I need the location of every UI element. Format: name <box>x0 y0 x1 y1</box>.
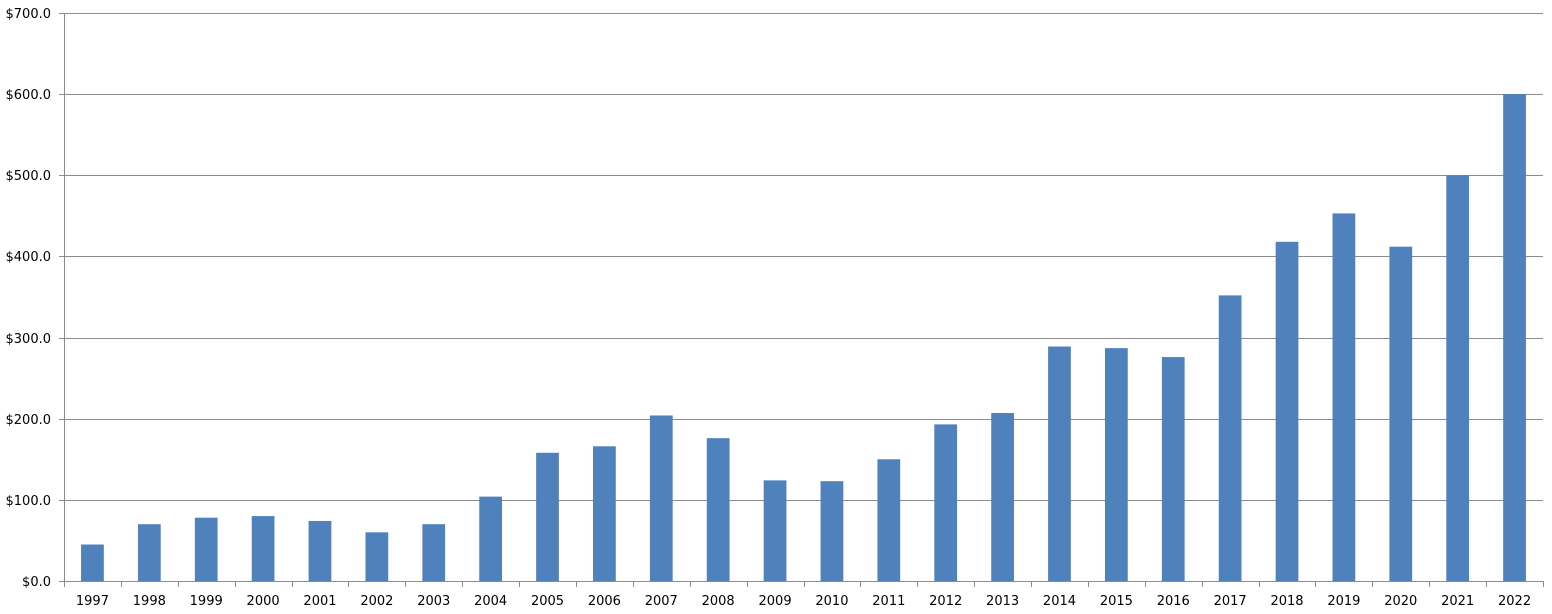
bars-layer <box>81 94 1526 582</box>
y-tick-label: $100.0 <box>6 494 52 509</box>
labels-layer: $0.0 $100.0 $200.0 $300.0 $400.0 $500.0 $600.0… <box>6 7 1532 609</box>
x-tick-label: 2017 <box>1214 594 1247 609</box>
bar-2000 <box>251 516 275 581</box>
x-tick-label: 2001 <box>303 594 336 609</box>
bar-2006 <box>593 446 616 581</box>
bar-2016 <box>1161 357 1185 581</box>
x-tick-label: 1998 <box>133 594 166 609</box>
bar-1999 <box>194 517 218 581</box>
bar-2022 <box>1503 94 1526 581</box>
x-tick-label: 2019 <box>1327 594 1360 609</box>
bar-2018 <box>1275 241 1299 581</box>
y-tick-label: $700.0 <box>6 7 52 22</box>
bar-1998 <box>137 524 161 581</box>
bar-2017 <box>1218 295 1242 581</box>
bar-2013 <box>991 413 1014 581</box>
bar-2008 <box>706 438 730 581</box>
bar-2001 <box>308 520 332 581</box>
x-tick-label: 2005 <box>531 594 564 609</box>
y-tick-label: $600.0 <box>6 88 52 103</box>
x-tick-label: 2014 <box>1043 594 1076 609</box>
x-tick-label: 2015 <box>1100 594 1133 609</box>
bar-2020 <box>1389 246 1413 581</box>
bar-2015 <box>1104 348 1128 581</box>
x-tick-label: 2016 <box>1157 594 1190 609</box>
x-tick-label: 2004 <box>474 594 507 609</box>
x-tick-label: 2021 <box>1441 594 1474 609</box>
y-tick-label: $200.0 <box>6 413 52 428</box>
x-tick-label: 2010 <box>815 594 848 609</box>
bar-2019 <box>1332 213 1356 582</box>
x-tick-label: 2000 <box>247 594 280 609</box>
bar-1997 <box>81 544 104 581</box>
y-tick-label: $300.0 <box>6 332 52 347</box>
bar-2009 <box>763 480 787 581</box>
x-tick-label: 2008 <box>702 594 735 609</box>
x-tick-label: 2013 <box>986 594 1019 609</box>
x-tick-label: 2020 <box>1384 594 1417 609</box>
y-tick-label: $0.0 <box>22 575 51 590</box>
x-tick-label: 1997 <box>76 594 109 609</box>
y-tick-label: $500.0 <box>6 169 52 184</box>
x-tick-label: 2007 <box>645 594 678 609</box>
x-tick-label: 2018 <box>1270 594 1303 609</box>
bar-2004 <box>479 496 503 581</box>
bar-2014 <box>1048 346 1071 581</box>
x-tick-label: 2011 <box>872 594 905 609</box>
x-tick-label: 2009 <box>759 594 792 609</box>
bar-2002 <box>365 532 389 581</box>
x-tick-label: 2002 <box>360 594 393 609</box>
x-tick-label: 2003 <box>417 594 450 609</box>
bar-2003 <box>422 524 446 581</box>
x-tick-label: 2012 <box>929 594 962 609</box>
bar-2021 <box>1446 175 1470 582</box>
x-tick-label: 2006 <box>588 594 621 609</box>
bar-2011 <box>877 459 901 581</box>
y-tick-label: $400.0 <box>6 250 52 265</box>
bar-2012 <box>934 424 958 581</box>
x-tick-label: 1999 <box>190 594 223 609</box>
bar-2005 <box>536 452 559 581</box>
axes-layer <box>59 13 1544 587</box>
grid-layer <box>64 13 1543 501</box>
bar-2007 <box>649 415 673 581</box>
bar-2010 <box>820 481 844 581</box>
x-tick-label: 2022 <box>1498 594 1531 609</box>
